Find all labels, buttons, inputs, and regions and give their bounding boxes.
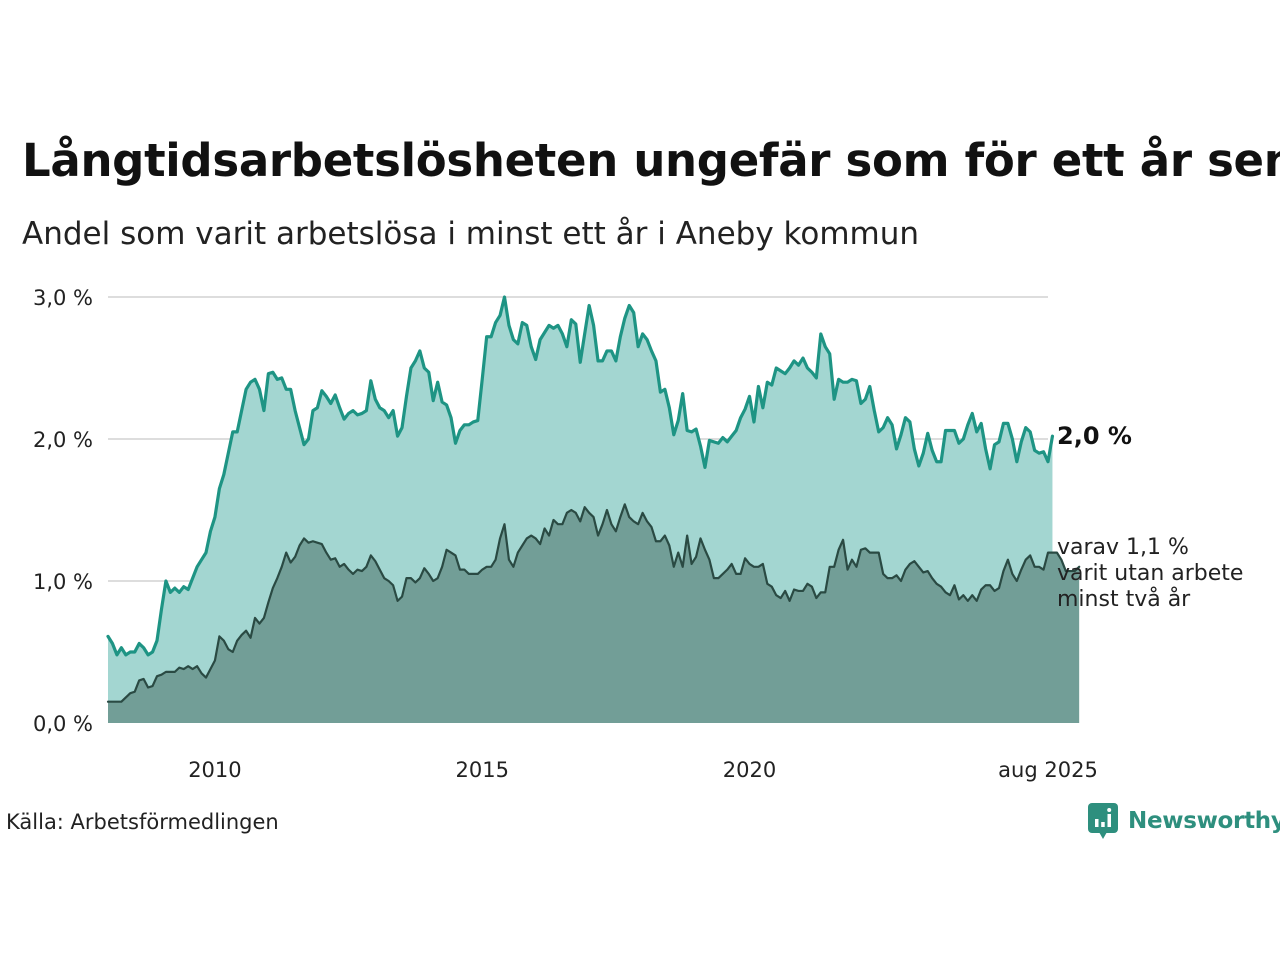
series-2-end-label-line: varav 1,1 % — [1057, 535, 1189, 560]
series-line-2 — [106, 503, 1081, 703]
x-tick-label: 2010 — [188, 758, 241, 782]
y-tick-label: 0,0 % — [33, 712, 93, 736]
series-line-1 — [106, 295, 1055, 657]
series-2-end-label-line: minst två år — [1057, 586, 1191, 612]
x-tick-label: 2015 — [455, 758, 508, 782]
x-tick-label: aug 2025 — [998, 758, 1098, 782]
y-tick-label: 1,0 % — [33, 570, 93, 594]
y-tick-label: 2,0 % — [33, 428, 93, 452]
chart-title: Långtidsarbetslösheten ungefär som för e… — [22, 134, 1280, 187]
y-axis-tick-labels: 0,0 % 1,0 % 2,0 % 3,0 % — [33, 286, 93, 736]
series-1-end-label: 2,0 % — [1057, 422, 1132, 450]
x-axis-tick-labels: 2010 2015 2020 aug 2025 — [188, 758, 1098, 782]
brand-name: Newsworthy — [1128, 808, 1280, 834]
source-note: Källa: Arbetsförmedlingen — [6, 810, 279, 834]
series-areas — [106, 295, 1081, 723]
x-tick-label: 2020 — [723, 758, 776, 782]
series-2-end-label-line: varit utan arbete — [1057, 561, 1243, 586]
y-tick-label: 3,0 % — [33, 286, 93, 310]
chart-subtitle: Andel som varit arbetslösa i minst ett å… — [22, 216, 920, 252]
brand-logo[interactable]: Newsworthy — [1088, 803, 1280, 839]
newsworthy-logo-icon — [1088, 803, 1118, 839]
